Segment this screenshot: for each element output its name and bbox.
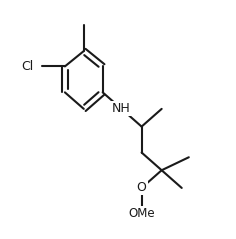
Text: Cl: Cl	[21, 60, 34, 73]
Text: OMe: OMe	[128, 207, 155, 220]
Text: NH: NH	[112, 102, 131, 115]
Text: O: O	[137, 181, 147, 195]
